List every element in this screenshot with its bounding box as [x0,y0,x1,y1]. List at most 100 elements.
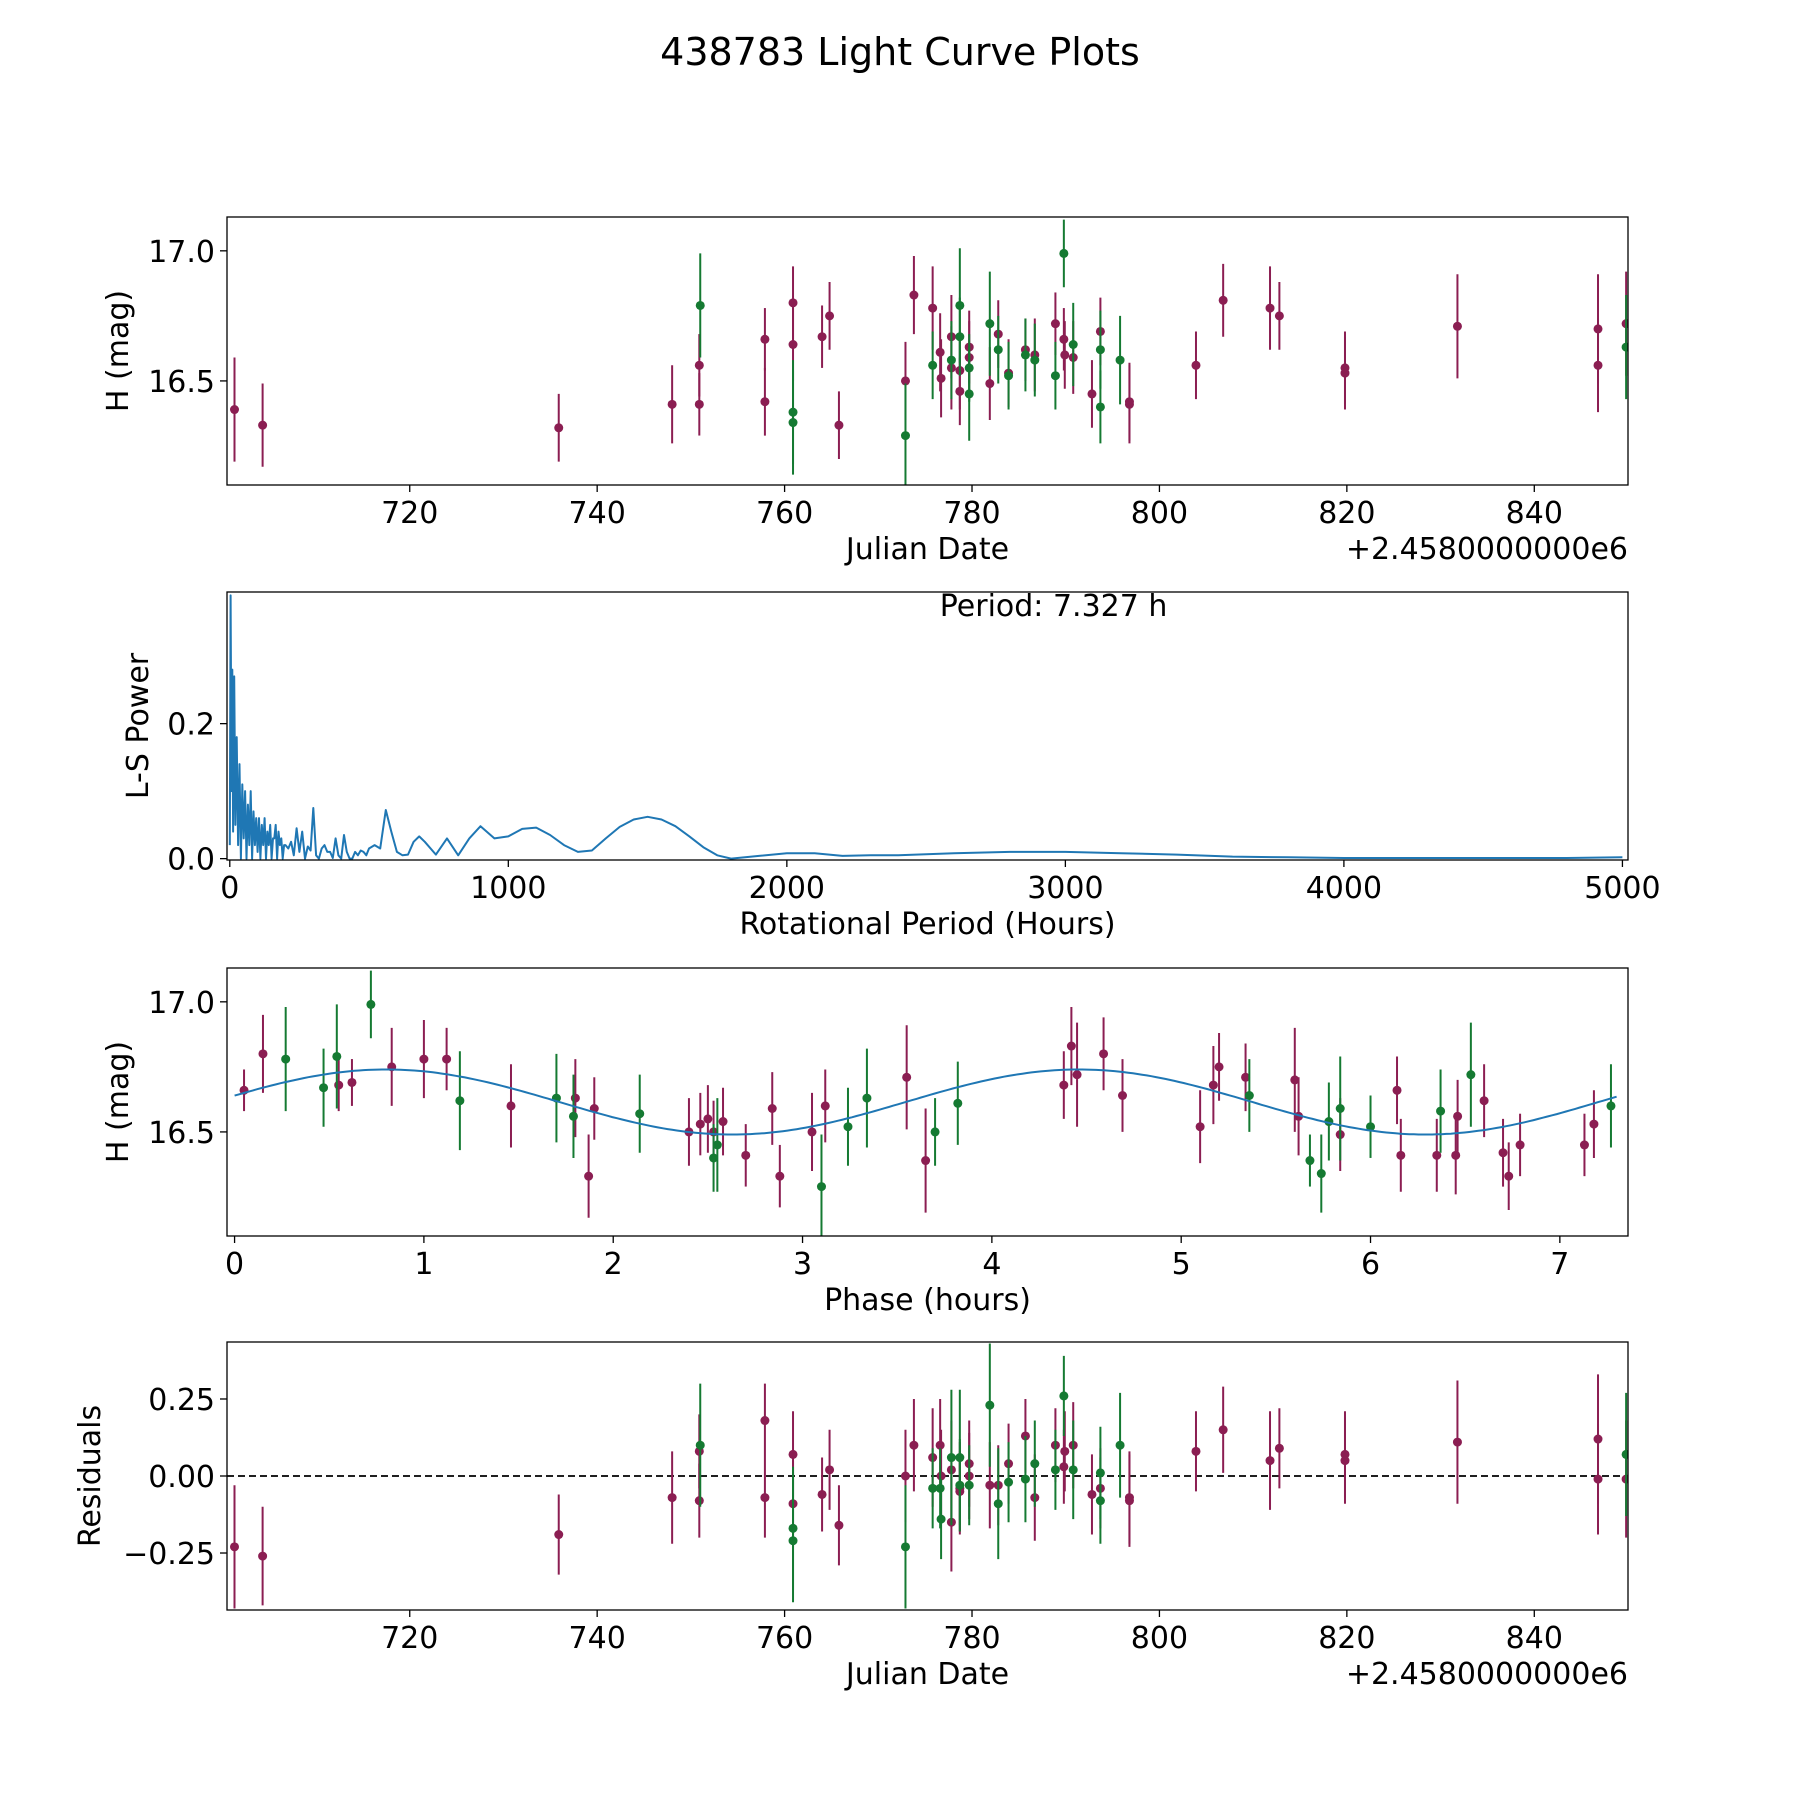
data-point [862,1093,872,1103]
y-axis-label: Residuals [73,1405,108,1547]
x-tick-label: 800 [1131,1621,1188,1656]
y-axis-label: H (mag) [101,1041,136,1163]
data-point [955,332,965,342]
x-tick-label: 0 [225,1247,244,1282]
axes-frame [226,967,1629,1237]
data-point [709,1153,719,1163]
x-tick-label: 4 [982,1247,1001,1282]
data-point [1504,1171,1514,1181]
y-tick-label: 17.0 [148,235,215,270]
data-point [760,334,770,344]
data-point [1124,399,1134,409]
data-point [568,1111,578,1121]
plot-area [229,219,1628,485]
x-axis-label: Phase (hours) [824,1283,1031,1318]
data-point [1432,1150,1442,1160]
data-point [1020,1474,1030,1484]
data-point [229,405,239,415]
x-tick-label: 820 [1318,1621,1375,1656]
data-point [1593,1474,1603,1484]
axes-periodogram: 0 1000 2000 3000 4000 5000 0.0 0.2 Rotational Pe… [121,589,1661,942]
data-point [985,1480,995,1490]
y-tick-label: 16.5 [148,1116,215,1151]
data-point [1606,1101,1616,1111]
series-green [281,970,1616,1236]
data-point [900,1471,910,1481]
data-point [928,303,938,313]
axes-lightcurve: 720 740 760 780 800 820 840 16.5 17.0 Julian Date… [101,216,1629,567]
data-point [1621,1449,1628,1459]
data-point [1115,355,1125,365]
data-point [993,1499,1003,1509]
data-point [319,1083,329,1093]
x-tick-label: 760 [756,496,813,531]
data-point [817,1489,827,1499]
x-tick-label: 2000 [749,871,825,906]
data-point [1316,1169,1326,1179]
axes-phased: 0 1 2 3 4 5 6 7 16.5 17.0 Phase (hours) H (mag) [101,967,1629,1318]
data-point [985,319,995,329]
data-point [953,1098,963,1108]
data-point [900,376,910,386]
data-point [1466,1070,1476,1080]
x-offset-label: +2.4580000000e6 [1346,1657,1628,1692]
data-point [419,1054,429,1064]
x-tick-label: 3000 [1027,871,1103,906]
data-point [281,1054,291,1064]
y-tick-label: −0.25 [123,1537,215,1572]
data-point [1124,1496,1134,1506]
data-point [909,1440,919,1450]
data-point [1274,311,1284,321]
data-point [1218,1425,1228,1435]
data-point [1195,1122,1205,1132]
data-point [993,345,1003,355]
data-point [258,1049,268,1059]
x-tick-label: 740 [569,496,626,531]
data-point [1274,1443,1284,1453]
x-tick-label: 840 [1506,1621,1563,1656]
data-point [667,399,677,409]
data-point [1498,1148,1508,1158]
data-point [1453,1111,1463,1121]
data-point [946,1453,956,1463]
data-point [1452,1437,1462,1447]
periodogram-line [228,594,1623,860]
series-green [695,1343,1628,1609]
data-point [1020,350,1030,360]
series-green [695,219,1628,485]
plot-area [228,594,1623,860]
data-point [334,1080,344,1090]
data-point [1214,1062,1224,1072]
data-point [635,1109,645,1119]
data-point [760,1493,770,1503]
data-point [1068,1465,1078,1475]
data-point [695,1119,705,1129]
data-point [1451,1150,1461,1160]
data-point [442,1054,452,1064]
x-axis-label: Rotational Period (Hours) [739,907,1115,942]
data-point [1392,1085,1402,1095]
data-point [921,1156,931,1166]
data-point [694,360,704,370]
data-point [955,386,965,396]
data-point [1241,1072,1251,1082]
x-tick-label: 780 [943,1621,1000,1656]
data-point [712,1140,722,1150]
data-point [1099,1049,1109,1059]
data-point [718,1117,728,1127]
data-point [1305,1156,1315,1166]
data-point [667,1493,677,1503]
data-point [902,1072,912,1082]
x-tick-label: 6 [1361,1247,1380,1282]
x-tick-label: 5 [1172,1247,1191,1282]
data-point [1087,389,1097,399]
data-point [900,1542,910,1552]
data-point [1095,1496,1105,1506]
y-tick-label: 17.0 [148,986,215,1021]
data-point [1340,1456,1350,1466]
data-point [584,1171,594,1181]
x-tick-label: 720 [381,1621,438,1656]
data-point [1579,1140,1589,1150]
data-point [1396,1150,1406,1160]
axes-residuals: 720 740 760 780 800 820 840 −0.25 0.00 0.25 Julian… [73,1341,1629,1692]
